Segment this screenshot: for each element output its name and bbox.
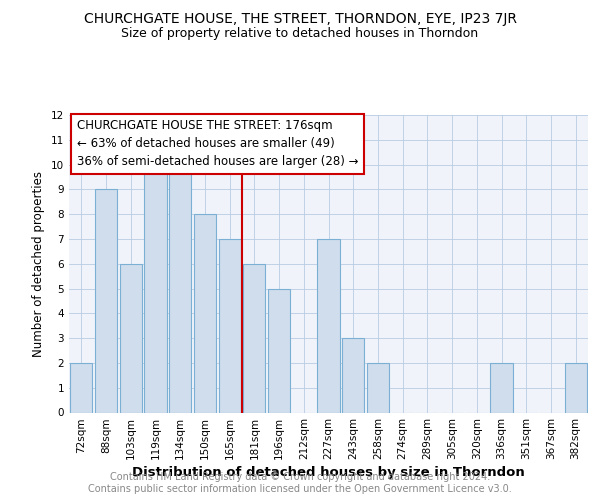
Bar: [268, 288, 290, 412]
Bar: [194, 214, 216, 412]
Bar: [70, 363, 92, 412]
Bar: [169, 164, 191, 412]
Bar: [367, 363, 389, 412]
Bar: [490, 363, 512, 412]
X-axis label: Distribution of detached houses by size in Thorndon: Distribution of detached houses by size …: [132, 466, 525, 479]
Bar: [145, 164, 167, 412]
Bar: [218, 239, 241, 412]
Bar: [119, 264, 142, 412]
Bar: [243, 264, 265, 412]
Bar: [317, 239, 340, 412]
Text: Size of property relative to detached houses in Thorndon: Size of property relative to detached ho…: [121, 28, 479, 40]
Bar: [95, 190, 117, 412]
Bar: [565, 363, 587, 412]
Text: Contains HM Land Registry data © Crown copyright and database right 2024.
Contai: Contains HM Land Registry data © Crown c…: [88, 472, 512, 494]
Text: CHURCHGATE HOUSE THE STREET: 176sqm
← 63% of detached houses are smaller (49)
36: CHURCHGATE HOUSE THE STREET: 176sqm ← 63…: [77, 120, 358, 168]
Text: CHURCHGATE HOUSE, THE STREET, THORNDON, EYE, IP23 7JR: CHURCHGATE HOUSE, THE STREET, THORNDON, …: [83, 12, 517, 26]
Bar: [342, 338, 364, 412]
Y-axis label: Number of detached properties: Number of detached properties: [32, 171, 46, 357]
